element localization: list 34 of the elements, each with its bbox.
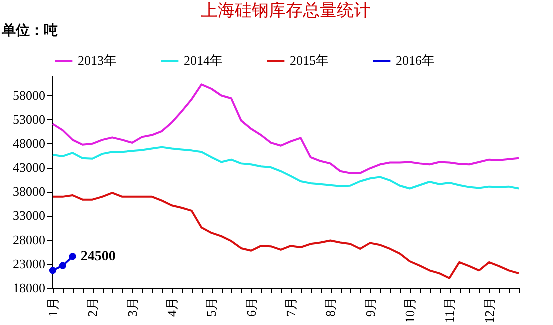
chart-title: 上海硅钢库存总量统计 bbox=[201, 1, 371, 21]
x-tick-label: 7月 bbox=[283, 298, 298, 317]
data-label: 24500 bbox=[80, 250, 116, 265]
point bbox=[59, 262, 66, 270]
line-series bbox=[52, 146, 520, 190]
x-tick-label: 6月 bbox=[244, 298, 259, 317]
line-series bbox=[52, 84, 520, 174]
legend-label: 2014年 bbox=[184, 53, 223, 68]
y-tick-label: 18000 bbox=[13, 280, 46, 296]
y-tick-label: 33000 bbox=[13, 208, 46, 224]
x-tick-label: 8月 bbox=[323, 298, 338, 317]
legend-label: 2013年 bbox=[78, 53, 117, 68]
y-tick-label: 38000 bbox=[13, 184, 46, 200]
y-tick-label: 23000 bbox=[13, 256, 46, 272]
text: 单位：吨 bbox=[1, 23, 58, 39]
point bbox=[49, 267, 57, 274]
x-tick-label: 11月 bbox=[442, 298, 458, 324]
legend-label: 2016年 bbox=[396, 53, 435, 68]
x-tick-label: 12月 bbox=[482, 298, 497, 324]
y-tick-label: 28000 bbox=[13, 232, 46, 248]
point bbox=[69, 253, 76, 260]
legend-label: 2015年 bbox=[290, 53, 329, 68]
x-tick-label: 2月 bbox=[85, 298, 100, 317]
x-tick-label: 9月 bbox=[362, 298, 378, 317]
line-series bbox=[52, 192, 520, 280]
x-tick-label: 4月 bbox=[164, 298, 180, 317]
x-tick-label: 1月 bbox=[45, 298, 60, 317]
x-tick-label: 10月 bbox=[402, 298, 418, 324]
y-tick-label: 53000 bbox=[13, 112, 46, 127]
y-tick-label: 58000 bbox=[13, 88, 46, 103]
x-tick-label: 3月 bbox=[124, 298, 140, 317]
x-tick-label: 5月 bbox=[204, 298, 220, 317]
y-tick-label: 48000 bbox=[13, 136, 46, 151]
y-tick-label: 43000 bbox=[13, 160, 46, 176]
